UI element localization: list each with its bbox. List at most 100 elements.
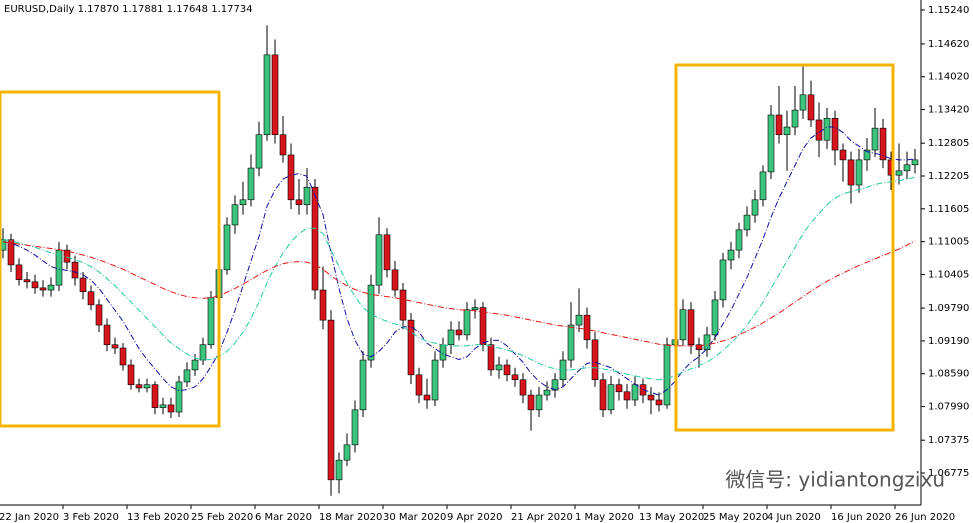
x-tick-label: 22 Jan 2020 xyxy=(0,512,59,523)
candle-body xyxy=(335,459,343,481)
candle-body xyxy=(511,374,519,381)
candle-body xyxy=(175,381,183,413)
candle-body xyxy=(391,269,399,291)
candle-body xyxy=(343,444,351,461)
x-tick-label: 3 Feb 2020 xyxy=(63,512,119,523)
candle-body xyxy=(519,379,527,396)
highlight-box xyxy=(674,63,895,432)
candle-body xyxy=(423,394,431,401)
candle-body xyxy=(0,239,7,251)
candle-body xyxy=(687,309,695,346)
moving-average xyxy=(2,176,916,381)
candle-body xyxy=(375,234,383,286)
candle-body xyxy=(271,54,279,136)
candle-body xyxy=(623,391,631,401)
y-tick-label: 1.15240 xyxy=(928,5,969,16)
candle-body xyxy=(303,186,311,206)
candle-body xyxy=(431,359,439,401)
candle-body xyxy=(191,359,199,371)
candle-body xyxy=(295,199,303,206)
candle-body xyxy=(831,118,839,151)
x-tick-label: 25 Feb 2020 xyxy=(191,512,253,523)
candle-body xyxy=(439,344,447,361)
candle-body xyxy=(479,307,487,346)
candle-body xyxy=(103,324,111,346)
candle-body xyxy=(767,114,775,173)
candle-body xyxy=(759,171,767,201)
candle-body xyxy=(903,164,911,172)
candle-body xyxy=(143,384,151,389)
candle-body xyxy=(95,304,103,326)
candle-body xyxy=(711,299,719,336)
candle-body xyxy=(495,364,503,371)
y-tick-label: 1.12805 xyxy=(928,138,969,149)
candle-body xyxy=(527,394,535,411)
y-tick-label: 1.11605 xyxy=(928,204,969,215)
candle-body xyxy=(31,281,39,289)
candle-body xyxy=(655,399,663,406)
y-tick-label: 1.11005 xyxy=(928,237,969,248)
y-tick-label: 1.14620 xyxy=(928,39,969,50)
plot-area xyxy=(0,0,921,505)
candle-body xyxy=(15,264,23,280)
candle-body xyxy=(79,277,87,292)
x-tick-label: 30 Mar 2020 xyxy=(383,512,446,523)
candle-body xyxy=(815,119,823,141)
candle-body xyxy=(383,234,391,271)
candle-body xyxy=(607,384,615,411)
y-tick-label: 1.07990 xyxy=(928,402,969,413)
candle-body xyxy=(463,309,471,336)
candle-body xyxy=(567,324,575,361)
candle-body xyxy=(487,344,495,371)
candle-body xyxy=(327,319,335,481)
highlight-box xyxy=(0,90,221,428)
y-tick-label: 1.13420 xyxy=(928,105,969,116)
candle-body xyxy=(111,344,119,349)
x-tick-label: 18 Mar 2020 xyxy=(319,512,382,523)
candle-body xyxy=(591,339,599,381)
candle-body xyxy=(135,384,143,389)
candle-body xyxy=(471,307,479,311)
candle-body xyxy=(879,127,887,161)
candle-body xyxy=(87,291,95,306)
candle-body xyxy=(855,159,863,186)
y-tick-label: 1.14020 xyxy=(928,72,969,83)
candle-body xyxy=(575,314,583,326)
candle-body xyxy=(455,329,463,336)
candle-body xyxy=(279,134,287,156)
x-tick-label: 6 Mar 2020 xyxy=(255,512,312,523)
candle-body xyxy=(47,284,55,291)
x-tick-label: 21 Apr 2020 xyxy=(511,512,573,523)
candle-body xyxy=(359,359,367,411)
chart-title: EURUSD,Daily 1.17870 1.17881 1.17648 1.1… xyxy=(4,4,253,15)
candle-body xyxy=(247,167,255,201)
moving-average xyxy=(2,240,916,347)
candle-body xyxy=(695,344,703,350)
candle-body xyxy=(55,249,63,286)
candle-body xyxy=(263,54,271,136)
x-tick-label: 9 Apr 2020 xyxy=(447,512,502,523)
x-tick-label: 26 Jun 2020 xyxy=(895,512,955,523)
x-tick-label: 1 May 2020 xyxy=(575,512,634,523)
x-tick-label: 13 Feb 2020 xyxy=(127,512,189,523)
candle-body xyxy=(735,229,743,251)
candle-body xyxy=(415,374,423,396)
candle-body xyxy=(583,314,591,341)
candle-body xyxy=(799,94,807,111)
candle-body xyxy=(543,389,551,396)
y-tick-label: 1.10405 xyxy=(928,269,969,280)
y-tick-label: 1.08590 xyxy=(928,369,969,380)
x-tick-label: 13 May 2020 xyxy=(639,512,704,523)
candle-body xyxy=(743,214,751,231)
candle-body xyxy=(751,199,759,216)
candle-body xyxy=(847,159,855,186)
candle-body xyxy=(23,279,31,283)
x-tick-label: 25 May 2020 xyxy=(703,512,768,523)
candle-body xyxy=(287,154,295,201)
candle-body xyxy=(679,309,687,341)
candle-body xyxy=(447,329,455,346)
candle-body xyxy=(911,159,919,166)
moving-average xyxy=(2,126,916,396)
candle-body xyxy=(151,384,159,408)
